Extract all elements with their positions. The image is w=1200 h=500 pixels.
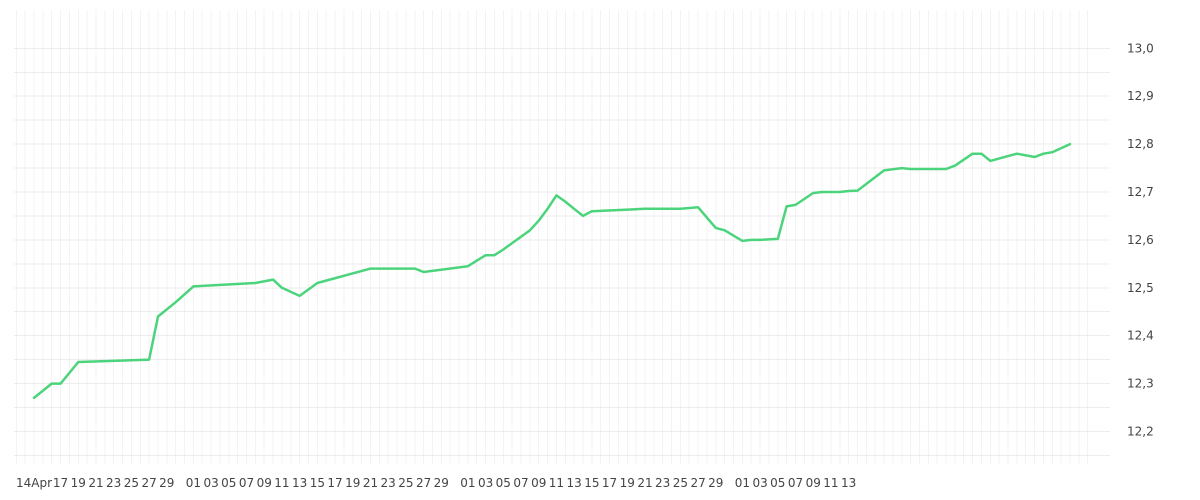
x-tick-label: 17 <box>327 476 342 490</box>
y-tick-label: 12,8 <box>1127 137 1154 151</box>
x-tick-label: 29 <box>159 476 174 490</box>
x-tick-label: 01 <box>735 476 750 490</box>
x-tick-label: 21 <box>363 476 378 490</box>
y-tick-label: 12,4 <box>1127 329 1154 343</box>
x-tick-label: 13 <box>292 476 307 490</box>
x-tick-label: 13 <box>841 476 856 490</box>
x-tick-label: 03 <box>478 476 493 490</box>
x-tick-label: 07 <box>788 476 803 490</box>
x-tick-label: 14Apr <box>16 476 52 490</box>
x-tick-label: 03 <box>203 476 218 490</box>
x-tick-label: 09 <box>531 476 546 490</box>
x-tick-label: 17 <box>53 476 68 490</box>
x-tick-label: 23 <box>655 476 670 490</box>
x-tick-label: 01 <box>186 476 201 490</box>
x-tick-label: 11 <box>274 476 289 490</box>
series-line <box>32 142 1072 400</box>
x-tick-label: 11 <box>823 476 838 490</box>
y-tick-label: 12,2 <box>1127 424 1154 438</box>
y-tick-label: 12,9 <box>1127 89 1154 103</box>
y-axis: 12,2 12,3 12,4 12,5 12,6 12,7 12,8 12,9 13,0 <box>1127 41 1154 438</box>
x-tick-label: 19 <box>71 476 86 490</box>
x-tick-label: 11 <box>549 476 564 490</box>
grid <box>14 10 1110 465</box>
x-tick-label: 15 <box>584 476 599 490</box>
x-tick-label: 25 <box>398 476 413 490</box>
x-axis: 14Apr 17 19 21 23 25 27 29 01 03 05 07 09 11 13 15 17 19 2… <box>16 476 856 490</box>
x-tick-label: 25 <box>673 476 688 490</box>
x-tick-label: 21 <box>637 476 652 490</box>
x-tick-label: 01 <box>460 476 475 490</box>
x-tick-label: 09 <box>806 476 821 490</box>
x-tick-label: 03 <box>752 476 767 490</box>
x-tick-label: 29 <box>708 476 723 490</box>
x-tick-label: 27 <box>416 476 431 490</box>
series-layer <box>32 142 1072 400</box>
x-tick-label: 27 <box>141 476 156 490</box>
x-tick-label: 29 <box>434 476 449 490</box>
y-tick-label: 12,3 <box>1127 377 1154 391</box>
x-tick-label: 23 <box>381 476 396 490</box>
x-tick-label: 19 <box>620 476 635 490</box>
x-tick-label: 09 <box>257 476 272 490</box>
x-tick-label: 25 <box>124 476 139 490</box>
x-tick-label: 19 <box>345 476 360 490</box>
y-tick-label: 12,5 <box>1127 281 1154 295</box>
x-tick-label: 17 <box>602 476 617 490</box>
y-tick-label: 12,6 <box>1127 233 1154 247</box>
x-tick-label: 21 <box>88 476 103 490</box>
x-tick-label: 07 <box>239 476 254 490</box>
x-tick-label: 23 <box>106 476 121 490</box>
x-tick-label: 13 <box>566 476 581 490</box>
x-tick-label: 05 <box>496 476 511 490</box>
x-tick-label: 07 <box>513 476 528 490</box>
x-tick-label: 05 <box>770 476 785 490</box>
y-tick-label: 12,7 <box>1127 185 1154 199</box>
x-tick-label: 05 <box>221 476 236 490</box>
x-tick-label: 27 <box>690 476 705 490</box>
x-tick-label: 15 <box>310 476 325 490</box>
y-tick-label: 13,0 <box>1127 41 1154 55</box>
